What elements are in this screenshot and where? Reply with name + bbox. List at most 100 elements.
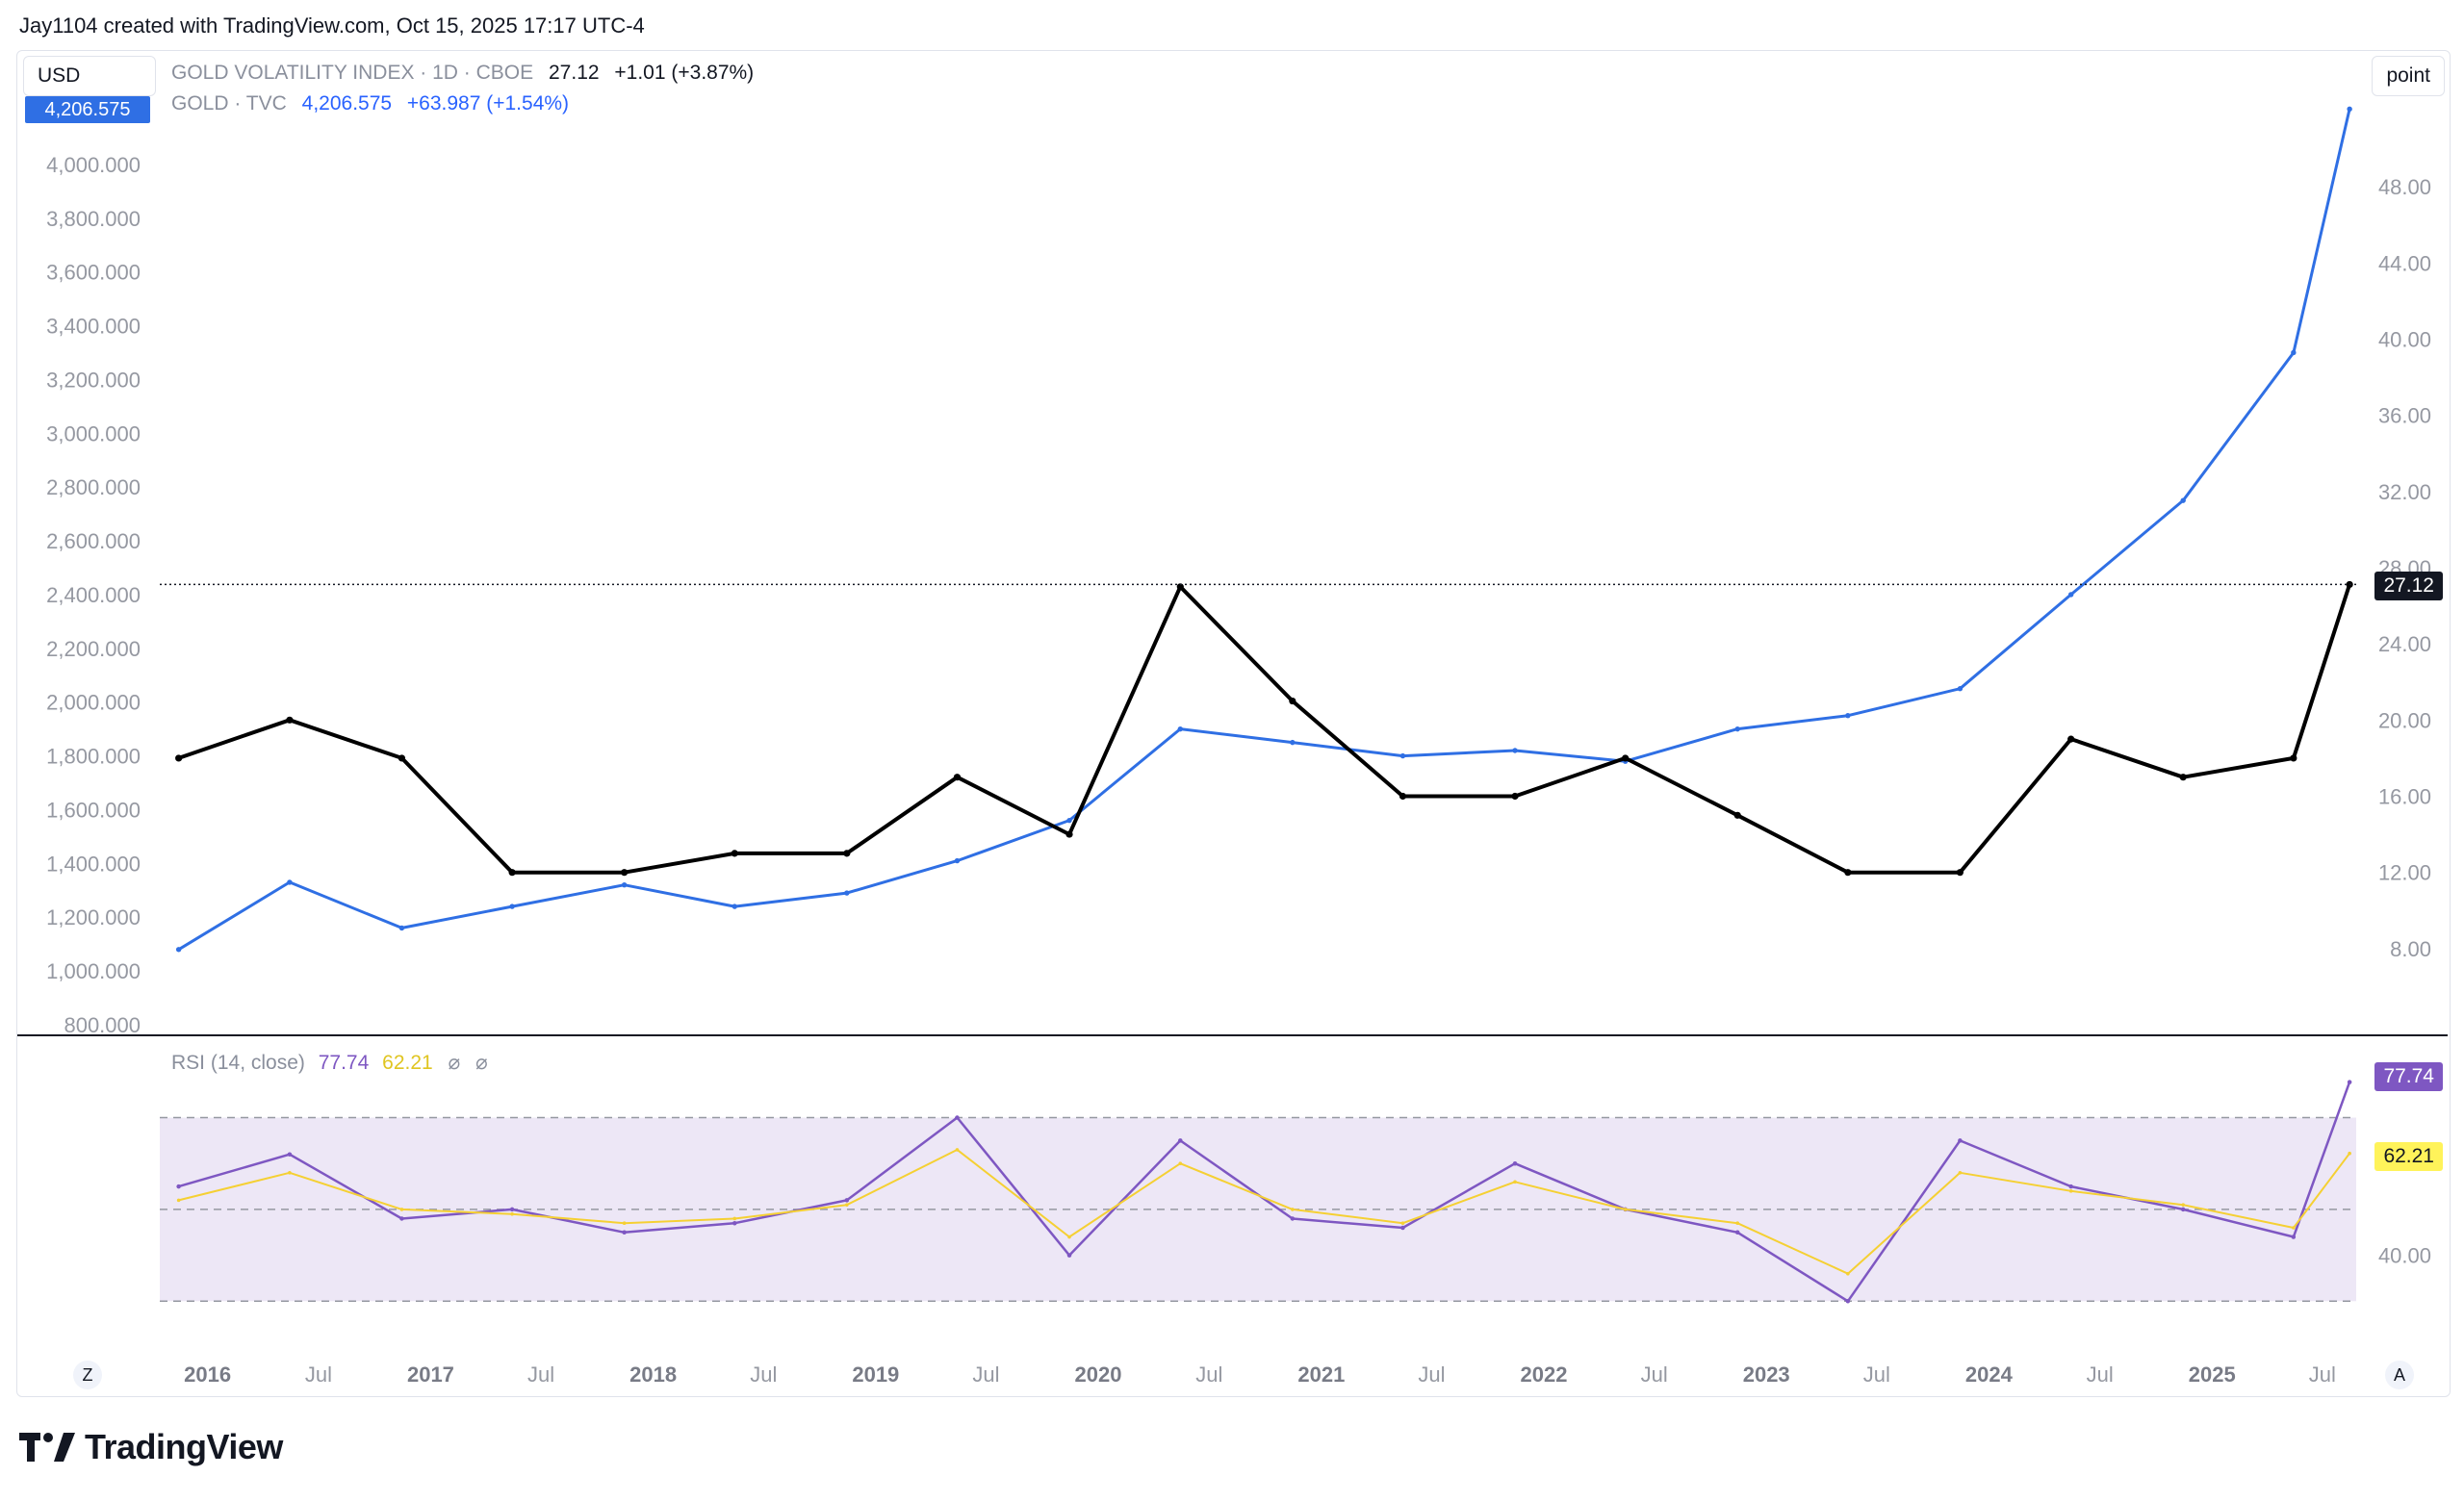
gold-series-line-point xyxy=(732,904,737,909)
rsi-ma-series-line-point xyxy=(2348,1151,2351,1156)
rsi-series-line-point xyxy=(1512,1160,1518,1166)
zoom-button[interactable]: Z xyxy=(73,1361,102,1389)
vix-series-line-point xyxy=(1065,830,1073,838)
rsi-ma-series-line-point xyxy=(1735,1221,1740,1226)
rsi-series-line-point xyxy=(287,1152,293,1157)
rsi-series-line-point xyxy=(1845,1299,1851,1304)
rsi-series-line-point xyxy=(844,1198,850,1203)
gold-series-line-point xyxy=(844,890,850,896)
rsi-value-tag: 77.74 xyxy=(2374,1062,2443,1091)
left-axis-tick-label: 3,400.000 xyxy=(46,315,141,339)
right-axis-tick-label: 16.00 xyxy=(2378,785,2431,809)
vix-series-line-point xyxy=(1511,792,1519,801)
gold-series-line-point xyxy=(954,857,961,864)
time-axis-label: 2018 xyxy=(629,1362,677,1387)
rsi-series-line-point xyxy=(1178,1138,1183,1143)
rsi-ma-series-line-point xyxy=(1958,1170,1963,1175)
tradingview-logo-icon xyxy=(19,1433,75,1462)
gold-series-line-point xyxy=(398,925,405,931)
rsi-series-line-point xyxy=(176,1184,181,1189)
left-axis-tick-label: 800.000 xyxy=(64,1013,141,1037)
left-axis-tick-label: 4,000.000 xyxy=(46,153,141,177)
brand-name: TradingView xyxy=(85,1427,283,1466)
rsi-series-line-point xyxy=(1400,1225,1405,1231)
vix-series-line-point xyxy=(1733,811,1741,819)
right-axis-tick-label: 48.00 xyxy=(2378,175,2431,199)
left-axis-tick-label: 1,800.000 xyxy=(46,745,141,769)
gold-last-price-tag: 4,206.575 xyxy=(25,96,150,123)
legend-gold-last: 4,206.575 xyxy=(301,92,393,115)
time-axis-label: 2022 xyxy=(1521,1362,1568,1387)
chart-credit: Jay1104 created with TradingView.com, Oc… xyxy=(19,13,645,38)
left-axis-tick-label: 1,400.000 xyxy=(46,852,141,876)
rsi-ma-series-line-point xyxy=(622,1221,627,1226)
vix-series-line-point xyxy=(843,850,851,857)
rsi-legend[interactable]: RSI (14, close) 77.74 62.21 ⌀ ⌀ xyxy=(171,1051,488,1075)
time-axis-label: 2024 xyxy=(1965,1362,2014,1387)
rsi-legend-value: 77.74 xyxy=(318,1052,370,1074)
time-axis: 2016 Jul 2017 Jul 2018 Jul 2019 Jul 2020 Jul 2021 J… xyxy=(184,1362,2336,1387)
vix-series-line-point xyxy=(953,774,962,781)
rsi-series-line-point xyxy=(732,1220,737,1226)
tradingview-logo[interactable]: TradingView xyxy=(19,1427,283,1466)
rsi-legend-symbol-a: ⌀ xyxy=(448,1052,461,1074)
rsi-series-line-point xyxy=(1066,1253,1072,1258)
time-axis-label: Jul xyxy=(2087,1362,2114,1387)
time-axis-label: 2023 xyxy=(1743,1362,1790,1387)
legend-vix[interactable]: GOLD VOLATILITY INDEX · 1D · CBOE 27.12 … xyxy=(171,62,763,85)
left-axis-tick-label: 2,200.000 xyxy=(46,637,141,661)
time-axis-label: Jul xyxy=(1641,1362,1668,1387)
rsi-ma-series-line-point xyxy=(176,1198,181,1203)
rsi-series-layer xyxy=(176,1080,2352,1304)
rsi-series-line-point xyxy=(955,1115,960,1120)
gold-series-line-point xyxy=(2180,497,2186,503)
gold-series-line-point xyxy=(287,879,293,885)
right-axis-tick-label: 8.00 xyxy=(2390,937,2431,961)
rsi-band-layer: 40.00 xyxy=(160,1116,2431,1303)
rsi-ma-series-line-point xyxy=(288,1170,292,1175)
rsi-series-line-point xyxy=(622,1230,627,1235)
rsi-ma-series-line-point xyxy=(2068,1189,2073,1193)
rsi-ma-series-line-point xyxy=(955,1148,960,1152)
vix-series-line-point xyxy=(1399,792,1407,801)
vix-series-line-point xyxy=(2179,774,2187,781)
rsi-series-line-point xyxy=(2180,1207,2186,1212)
gold-series-line-point xyxy=(509,904,515,909)
rsi-ma-series-line-point xyxy=(1623,1208,1628,1211)
time-axis-label: Jul xyxy=(2309,1362,2336,1387)
rsi-series-line-point xyxy=(1290,1216,1296,1221)
rsi-ma-series-line-point xyxy=(1846,1271,1850,1276)
legend-gold[interactable]: GOLD · TVC 4,206.575 +63.987 (+1.54%) xyxy=(171,92,578,115)
gold-series-line-point xyxy=(1290,739,1296,746)
rsi-ma-series-line-point xyxy=(1291,1208,1295,1211)
gold-series-line-point xyxy=(621,882,628,888)
vix-series-line-point xyxy=(1176,583,1184,591)
vix-series-layer xyxy=(175,580,2353,877)
vix-series-line-point xyxy=(175,754,183,762)
scale-mode-button[interactable]: point xyxy=(2372,56,2445,96)
legend-gold-change: +63.987 (+1.54%) xyxy=(406,92,570,115)
rsi-series-line-point xyxy=(1734,1230,1740,1235)
time-axis-label: Jul xyxy=(1418,1362,1445,1387)
gold-series-line-point xyxy=(1845,712,1851,719)
legend-vix-last: 27.12 xyxy=(549,62,600,84)
left-price-axis: 800.000 1,000.000 1,200.000 1,400.000 1,600.… xyxy=(46,153,141,1037)
currency-button[interactable]: USD xyxy=(23,56,156,96)
gold-series-line-point xyxy=(1512,748,1518,753)
right-price-axis: 8.0012.0016.0020.0024.0028.0032.0036.004… xyxy=(2378,175,2431,961)
right-axis-tick-label: 32.00 xyxy=(2378,480,2431,504)
right-axis-tick-label: 20.00 xyxy=(2378,708,2431,732)
right-axis-tick-label: 36.00 xyxy=(2378,404,2431,428)
rsi-ma-series-line-point xyxy=(510,1211,514,1216)
time-axis-label: 2025 xyxy=(2189,1362,2236,1387)
vix-series-line-point xyxy=(1622,754,1630,762)
gold-series-layer xyxy=(175,106,2352,953)
gold-series-line xyxy=(177,108,2351,952)
right-axis-tick-label: 12.00 xyxy=(2378,861,2431,885)
rsi-ma-series-line-point xyxy=(1400,1221,1405,1226)
vix-series-line-point xyxy=(1844,869,1852,877)
auto-scale-button[interactable]: A xyxy=(2385,1361,2414,1389)
gold-series-line-point xyxy=(2067,592,2074,598)
rsi-series-line-point xyxy=(1958,1138,1963,1143)
